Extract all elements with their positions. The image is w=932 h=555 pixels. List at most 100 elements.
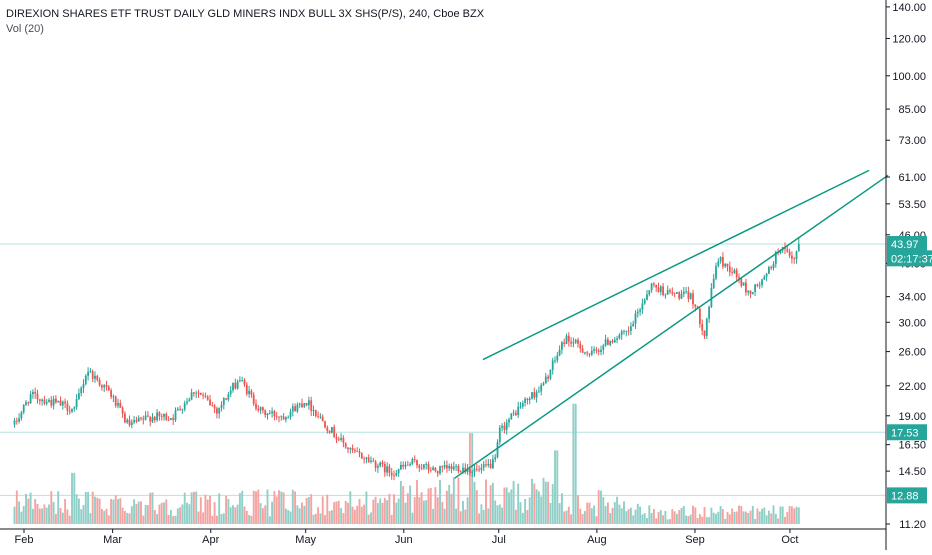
candle-body [314, 410, 317, 417]
last-price-label: 43.97 [891, 239, 919, 251]
candle-body [517, 406, 520, 415]
candle-body [795, 251, 798, 260]
volume-bar [450, 493, 453, 524]
volume-bar [448, 484, 451, 524]
volume-bar [498, 504, 501, 524]
candle-body [303, 402, 306, 407]
volume-bar [126, 512, 129, 524]
volume-bar [680, 507, 683, 524]
volume-bar [41, 508, 44, 524]
volume-bar [742, 511, 745, 524]
volume-bar [275, 496, 278, 524]
volume-bar [726, 512, 729, 524]
volume-bar [252, 490, 255, 524]
volume-bar [179, 507, 182, 524]
volume-bar [411, 512, 414, 524]
volume-bar [75, 494, 78, 524]
candle-body [222, 398, 225, 405]
candle-body [383, 464, 386, 473]
y-tick-label: 34.00 [898, 292, 926, 304]
candle-body [36, 393, 39, 400]
volume-bar [774, 514, 777, 524]
volume-bar [156, 514, 159, 524]
candle-body [496, 442, 499, 458]
volume-bar [399, 480, 402, 524]
volume-bar [650, 512, 653, 524]
y-tick-label: 140.00 [892, 2, 926, 14]
candle-body [719, 257, 722, 262]
candle-body [669, 290, 671, 292]
candle-body [59, 400, 62, 406]
candle-body [763, 276, 766, 280]
volume-bar [188, 504, 191, 524]
volume-bar [627, 509, 630, 524]
candle-body [512, 412, 515, 414]
volume-bar [639, 506, 642, 524]
volume-bar [664, 510, 667, 524]
candle-body [671, 291, 674, 294]
volume-bar [365, 491, 368, 524]
volume-bar [176, 508, 179, 524]
volume-bar [482, 510, 485, 524]
volume-bar [142, 515, 145, 524]
volume-bar [781, 506, 784, 524]
candle-body [209, 399, 211, 406]
y-tick-label: 120.00 [892, 33, 926, 45]
volume-bar [190, 492, 193, 524]
candle-body [636, 311, 639, 314]
candle-body [540, 385, 543, 392]
candle-body [335, 437, 338, 440]
candle-body [689, 293, 692, 299]
volume-bar [519, 502, 522, 524]
volume-bar [314, 513, 317, 524]
volume-bar [549, 502, 552, 524]
candle-body [158, 412, 161, 417]
volume-bar [671, 509, 674, 524]
candle-body [354, 450, 356, 452]
volume-bar [353, 509, 356, 524]
volume-bar [294, 491, 297, 524]
candle-body [374, 461, 377, 468]
x-tick-label: Jun [395, 534, 413, 546]
volume-bar [634, 509, 637, 524]
volume-bar [510, 489, 513, 524]
volume-bar [710, 507, 713, 524]
candle-body [234, 382, 237, 389]
trendlines[interactable] [454, 169, 889, 479]
volume-bar [441, 501, 444, 524]
volume-bar [528, 497, 531, 524]
candle-body [705, 318, 708, 336]
candle-body [774, 251, 777, 265]
candle-body [379, 462, 382, 467]
volume-bar [636, 503, 639, 524]
volume-bar [342, 513, 345, 524]
candle-body [337, 439, 340, 441]
candle-body [271, 411, 274, 414]
volume-bar [445, 490, 448, 524]
candle-body [565, 335, 568, 344]
candle-body [653, 283, 655, 285]
volume-bar [73, 472, 76, 524]
candle-body [738, 277, 740, 279]
volume-bar [220, 514, 223, 524]
volume-bar [169, 510, 172, 524]
volume-bar [480, 504, 483, 524]
candle-body [542, 383, 545, 386]
volume-bar [533, 483, 536, 524]
candle-body [135, 420, 138, 422]
volume-bar [494, 500, 497, 524]
volume-bar [29, 492, 32, 524]
candle-body [581, 348, 584, 353]
candle-body [791, 255, 793, 259]
volume-indicator-label[interactable]: Vol (20) [6, 23, 44, 35]
volume-bar [183, 492, 186, 524]
candle-body [765, 273, 768, 277]
volume-bar [788, 506, 791, 524]
volume-bar [703, 507, 706, 524]
volume-bar [728, 514, 731, 524]
level-badge [887, 424, 927, 441]
candle-body [101, 385, 103, 388]
volume-bar [298, 508, 301, 524]
